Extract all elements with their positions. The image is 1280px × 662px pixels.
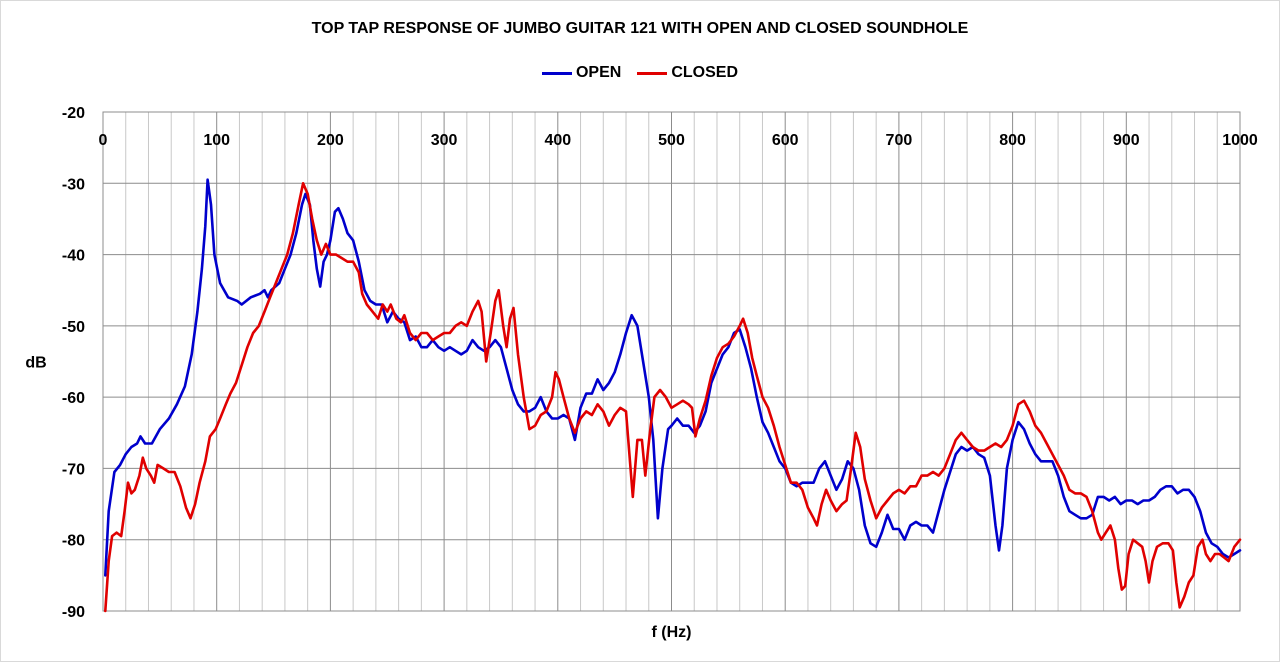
legend-label-closed: CLOSED	[671, 64, 738, 81]
y-tick-label: -90	[62, 604, 85, 621]
y-tick-label: -50	[62, 319, 85, 336]
plot-border	[102, 111, 1241, 612]
x-tick-label: 100	[203, 132, 230, 149]
x-tick-label: 200	[317, 132, 344, 149]
legend-swatch-open	[541, 71, 572, 75]
y-tick-label: -60	[62, 390, 85, 407]
major-gridlines	[102, 111, 1241, 612]
x-tick-labels: 0 100 200 300 400 500 600 700 800 900 1000	[99, 132, 1258, 149]
y-tick-label: -70	[62, 461, 85, 478]
y-tick-label: -40	[62, 248, 85, 265]
x-tick-label: 900	[1113, 132, 1140, 149]
x-axis-label: f (Hz)	[652, 624, 692, 641]
series-line-closed	[104, 182, 1242, 613]
legend: OPEN CLOSED	[0, 64, 1280, 82]
y-tick-label: -20	[62, 105, 85, 122]
y-tick-label: -30	[62, 176, 85, 193]
legend-entry-closed: CLOSED	[637, 64, 738, 82]
y-tick-label: -80	[62, 533, 85, 550]
legend-label-open: OPEN	[575, 64, 622, 81]
chart-title: TOP TAP RESPONSE OF JUMBO GUITAR 121 WIT…	[311, 20, 969, 37]
minor-gridlines	[125, 112, 1218, 611]
series-layer	[104, 178, 1242, 613]
x-tick-label: 1000	[1222, 132, 1258, 149]
x-tick-label: 400	[544, 132, 571, 149]
y-tick-labels: -20 -30 -40 -50 -60 -70 -80 -90	[62, 105, 85, 621]
legend-swatch-closed	[637, 71, 668, 75]
x-tick-label: 800	[999, 132, 1026, 149]
x-tick-label: 700	[886, 132, 913, 149]
legend-entry-open: OPEN	[541, 64, 622, 82]
x-tick-label: 300	[431, 132, 458, 149]
series-line-open	[104, 178, 1242, 577]
y-axis-label: dB	[25, 355, 46, 372]
x-tick-label: 0	[99, 132, 108, 149]
x-tick-label: 600	[772, 132, 799, 149]
x-tick-label: 500	[658, 132, 685, 149]
